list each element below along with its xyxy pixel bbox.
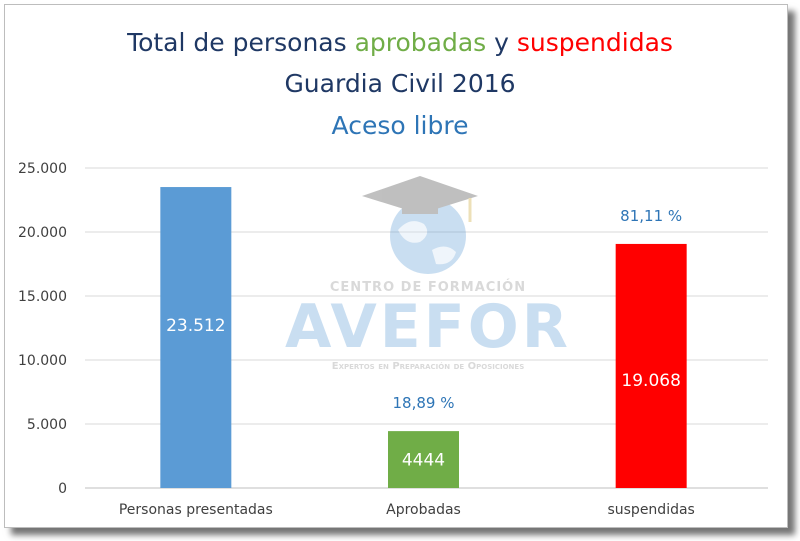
bar-value-label: 23.512 [166,316,225,336]
chart-title: Total de personas aprobadas y suspendida… [0,28,800,57]
graduation-cap-globe-icon [362,176,478,274]
x-tick-label: suspendidas [607,502,694,518]
y-tick-label: 25.000 [18,161,67,177]
title-part-1: aprobadas [354,28,487,57]
x-tick-label: Aprobadas [386,502,461,518]
bar-percent-label: 18,89 % [393,394,455,412]
x-tick-label: Personas presentadas [119,502,273,518]
y-tick-label: 10.000 [18,353,67,369]
title-part-3: suspendidas [516,28,673,57]
chart-subtitle: Guardia Civil 2016 [284,69,516,98]
y-tick-label: 0 [58,481,67,497]
y-tick-label: 15.000 [18,289,67,305]
x-axis-labels: Personas presentadas Aprobadas suspendidas [119,502,695,518]
chart-subtitle-2: Aceso libre [331,111,469,140]
bars: 23.512 4444 18,89 % 19.068 81,11 % [160,187,687,489]
y-tick-label: 5.000 [27,417,67,433]
title-part-2: y [486,28,517,57]
watermark: CENTRO DE FORMACIÓN AVEFOR Expertos en P… [285,176,571,372]
bar-percent-label: 81,11 % [620,207,682,225]
watermark-brand: AVEFOR [285,292,571,362]
watermark-tagline: Expertos en Preparación de Oposiciones [332,361,525,372]
bar-value-label: 19.068 [621,371,680,391]
bar [160,187,232,489]
title-part-0: Total de personas [127,28,355,57]
bar [388,431,459,488]
watermark-line1: CENTRO DE FORMACIÓN [330,279,526,295]
bar [615,243,687,488]
y-tick-label: 20.000 [18,225,67,241]
y-axis-ticks: 0 5.000 10.000 15.000 20.000 25.000 [18,161,67,497]
bar-value-label: 4444 [402,451,445,471]
